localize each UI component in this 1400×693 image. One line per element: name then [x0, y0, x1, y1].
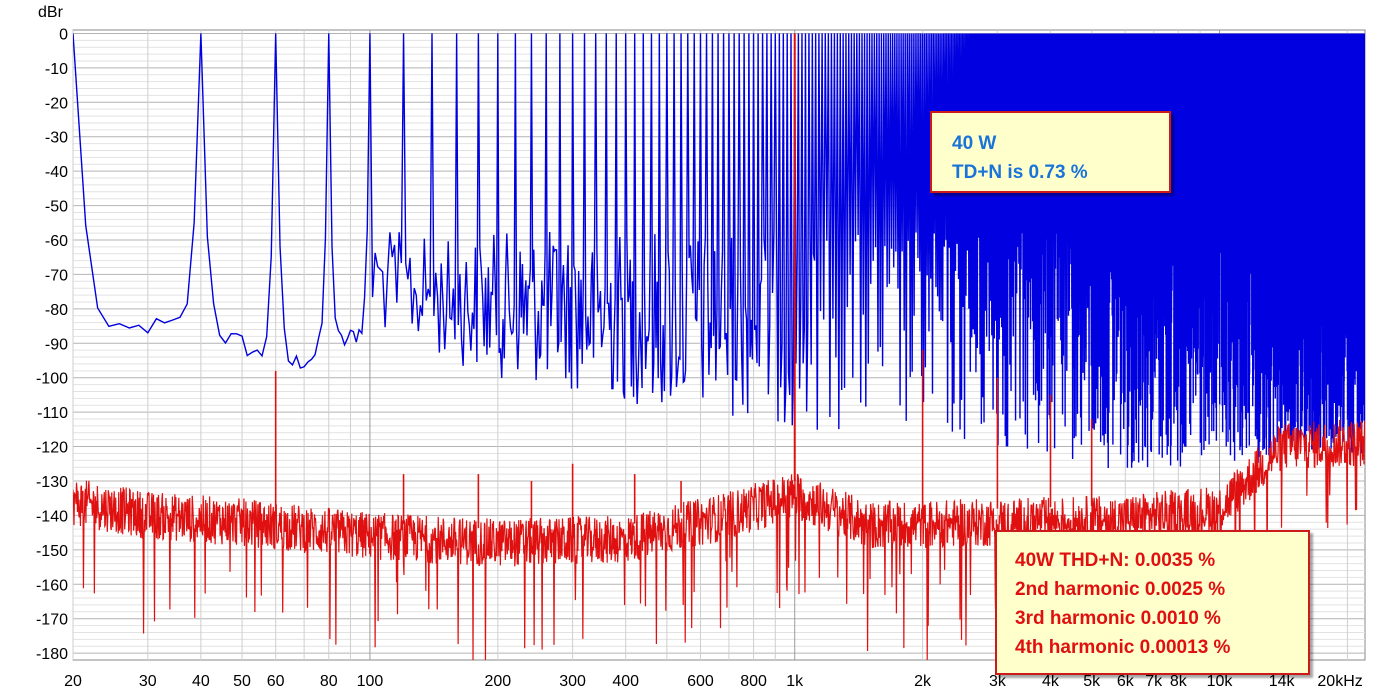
y-tick-label: -120 [36, 440, 68, 457]
annotation-red-thd: 40W THD+N: 0.0035 % 2nd harmonic 0.0025 … [995, 530, 1310, 675]
x-tick-label: 600 [687, 673, 714, 690]
x-tick-label: 10k [1207, 673, 1234, 690]
annotation-red-line-4: 4th harmonic 0.00013 % [1015, 637, 1231, 658]
y-tick-label: -170 [36, 612, 68, 629]
y-tick-label: -140 [36, 508, 68, 525]
x-tick-label: 30 [139, 673, 157, 690]
y-tick-label: -40 [45, 164, 68, 181]
y-tick-label: -130 [36, 474, 68, 491]
x-tick-label: 60 [267, 673, 285, 690]
red-harmonic-spurs [274, 33, 1093, 529]
x-tick-labels: 20 30 40 50 60 80 100 200 300 400 600 800 1k 2k 3k 4k 5k… [64, 673, 1363, 690]
y-tick-label: -30 [45, 130, 68, 147]
y-tick-labels: 0 -10 -20 -30 -40 -50 -60 -70 -80 -90 -100 -110 -120… [36, 26, 68, 663]
y-tick-label: -150 [36, 543, 68, 560]
x-tick-label: 40 [192, 673, 210, 690]
x-tick-label: 6k [1117, 673, 1135, 690]
x-tick-label: 50 [233, 673, 251, 690]
y-tick-label: 0 [59, 26, 68, 43]
y-tick-label: -100 [36, 371, 68, 388]
y-tick-label: -160 [36, 577, 68, 594]
x-tick-label: 2k [914, 673, 932, 690]
x-tick-label: 1k [786, 673, 804, 690]
y-axis-label: dBr [38, 4, 64, 21]
x-tick-label: 5k [1083, 673, 1101, 690]
x-tick-label: 100 [357, 673, 384, 690]
x-tick-label: 400 [612, 673, 639, 690]
x-tick-label: 800 [740, 673, 767, 690]
y-tick-label: -10 [45, 61, 68, 78]
x-tick-label: 8k [1170, 673, 1188, 690]
x-tick-label: 7k [1145, 673, 1163, 690]
x-tick-label: 4k [1042, 673, 1060, 690]
x-tick-label: 200 [484, 673, 511, 690]
y-tick-label: -70 [45, 267, 68, 284]
y-tick-label: -50 [45, 199, 68, 216]
annotation-blue-line-2: TD+N is 0.73 % [952, 162, 1088, 183]
y-tick-label: -90 [45, 336, 68, 353]
y-tick-label: -60 [45, 233, 68, 250]
y-tick-label: -20 [45, 95, 68, 112]
annotation-red-line-1: 40W THD+N: 0.0035 % [1015, 550, 1216, 571]
y-tick-label: -110 [37, 405, 68, 422]
x-tick-label: 80 [320, 673, 338, 690]
series-blue-trace [73, 33, 1365, 469]
x-tick-label: 20 [64, 673, 82, 690]
x-tick-label: 300 [559, 673, 586, 690]
annotation-blue-40w: 40 W TD+N is 0.73 % [930, 111, 1171, 193]
annotation-red-line-2: 2nd harmonic 0.0025 % [1015, 579, 1226, 600]
annotation-red-line-3: 3rd harmonic 0.0010 % [1015, 608, 1221, 629]
y-tick-label: -180 [36, 646, 68, 663]
annotation-blue-line-1: 40 W [952, 133, 997, 154]
y-tick-label: -80 [45, 302, 68, 319]
x-tick-label: 20kHz [1317, 673, 1362, 690]
x-tick-label: 3k [989, 673, 1007, 690]
x-tick-label: 14k [1269, 673, 1296, 690]
